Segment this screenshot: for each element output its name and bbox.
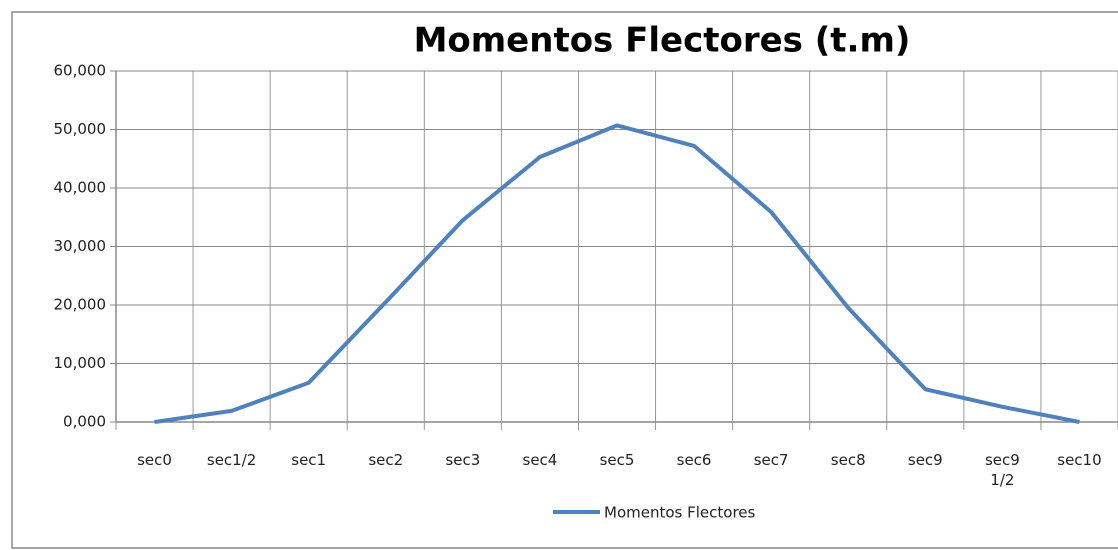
x-tick-label: sec2 xyxy=(368,451,404,469)
x-tick-label-box: sec6 xyxy=(676,451,712,469)
legend-label: Momentos Flectores xyxy=(604,504,756,522)
x-tick-label-box: sec5 xyxy=(599,451,635,469)
x-tick-label: sec4 xyxy=(522,451,558,469)
x-tick-label: sec1/2 xyxy=(206,451,257,469)
x-tick-label: sec0 xyxy=(137,451,172,469)
x-tick-label: sec1 xyxy=(291,451,327,469)
y-tick-label: 50,000 xyxy=(54,120,107,138)
x-tick-label-box: sec2 xyxy=(368,451,404,469)
x-tick-label-box: sec9 1/2 xyxy=(984,451,1020,489)
y-tick-label: 60,000 xyxy=(54,62,107,80)
chart-border xyxy=(11,11,1118,549)
data-line xyxy=(154,123,1080,424)
x-tick-label: sec9 1/2 xyxy=(984,451,1020,489)
y-tick-label: 10,000 xyxy=(54,354,107,372)
x-tick-label-box: sec1 xyxy=(291,451,327,469)
x-tick-label-box: sec9 xyxy=(907,451,943,469)
x-tick-label: sec5 xyxy=(599,451,635,469)
x-tick-label: sec9 xyxy=(907,451,943,469)
y-tick-label: 30,000 xyxy=(54,237,107,255)
chart-title: Momentos Flectores (t.m) xyxy=(414,21,911,61)
x-tick-label: sec3 xyxy=(445,451,481,469)
y-tick-label: 0,000 xyxy=(63,413,106,431)
x-tick-label: sec7 xyxy=(753,451,789,469)
x-tick-label-box: sec3 xyxy=(445,451,481,469)
x-tick-label-box: sec7 xyxy=(753,451,789,469)
x-tick-label-box: sec0 xyxy=(137,451,172,469)
y-tick-label: 20,000 xyxy=(54,296,107,314)
y-tick-label: 40,000 xyxy=(54,179,107,197)
x-tick-label-box: sec1/2 xyxy=(206,451,257,469)
x-tick-label: sec6 xyxy=(676,451,712,469)
x-tick-label: sec10 xyxy=(1057,451,1102,469)
x-tick-label-box: sec10 xyxy=(1057,451,1102,469)
x-tick-label-box: sec4 xyxy=(522,451,558,469)
x-tick-label: sec8 xyxy=(830,451,866,469)
x-tick-label-box: sec8 xyxy=(830,451,866,469)
